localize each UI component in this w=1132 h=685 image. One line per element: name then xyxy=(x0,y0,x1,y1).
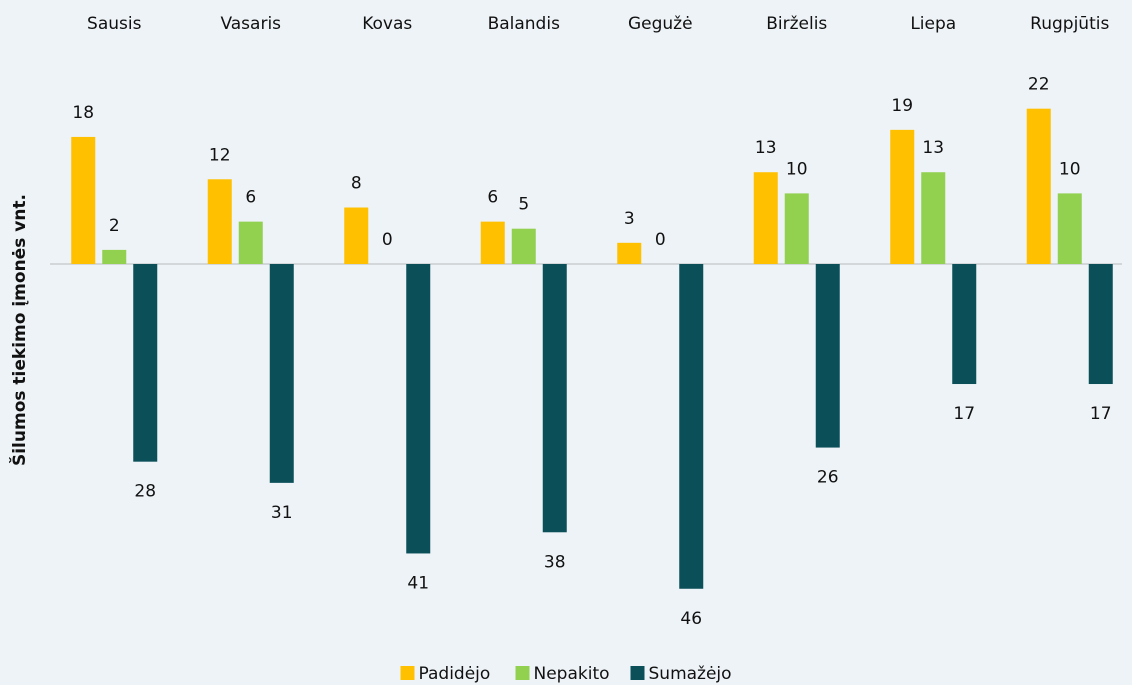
bar xyxy=(406,264,431,554)
data-label: 6 xyxy=(487,188,498,208)
legend-swatch xyxy=(515,666,530,680)
bar xyxy=(617,242,642,264)
bar xyxy=(511,228,536,264)
data-label: 5 xyxy=(518,195,529,215)
data-label: 0 xyxy=(382,230,393,250)
bar xyxy=(890,129,915,264)
x-category-label: Liepa xyxy=(910,14,956,34)
legend-label: Padidėjo xyxy=(419,664,491,684)
bar xyxy=(1088,264,1113,385)
data-label: 17 xyxy=(953,404,975,424)
bar xyxy=(815,264,840,448)
bar xyxy=(269,264,294,483)
data-label: 31 xyxy=(271,503,293,523)
data-label: 18 xyxy=(72,103,94,123)
legend-label: Nepakito xyxy=(534,664,610,684)
bar xyxy=(71,136,96,264)
bar xyxy=(921,172,946,264)
bar xyxy=(238,221,263,264)
bar xyxy=(542,264,567,533)
data-label: 10 xyxy=(786,159,808,179)
data-label: 12 xyxy=(209,145,231,165)
data-label: 41 xyxy=(407,573,429,593)
legend-swatch xyxy=(400,666,415,680)
bar xyxy=(480,221,505,264)
data-label: 38 xyxy=(544,552,566,572)
data-label: 19 xyxy=(891,96,913,116)
x-category-label: Balandis xyxy=(488,14,561,34)
data-label: 2 xyxy=(109,216,120,236)
data-label: 46 xyxy=(680,609,702,629)
legend-swatch xyxy=(630,666,645,680)
bar xyxy=(753,172,778,264)
bar xyxy=(102,249,127,264)
bar xyxy=(1026,108,1051,265)
data-label: 10 xyxy=(1059,159,1081,179)
x-category-label: Birželis xyxy=(766,14,827,34)
y-axis-label: Šilumos tiekimo įmonės vnt. xyxy=(8,194,30,466)
bar xyxy=(784,193,809,264)
data-label: 6 xyxy=(245,188,256,208)
x-category-label: Kovas xyxy=(362,14,412,34)
x-category-label: Sausis xyxy=(87,14,142,34)
data-label: 28 xyxy=(134,482,156,502)
x-category-label: Gegužė xyxy=(628,14,693,34)
data-label: 13 xyxy=(922,138,944,158)
bar xyxy=(952,264,977,385)
bar xyxy=(207,179,232,264)
x-category-label: Rugpjūtis xyxy=(1030,14,1109,34)
x-category-label: Vasaris xyxy=(220,14,281,34)
bar xyxy=(344,207,369,264)
bar xyxy=(133,264,158,462)
legend-label: Sumažėjo xyxy=(649,664,732,684)
data-label: 0 xyxy=(655,230,666,250)
data-label: 17 xyxy=(1090,404,1112,424)
data-label: 22 xyxy=(1028,75,1050,95)
bar xyxy=(1057,193,1082,264)
data-label: 8 xyxy=(351,174,362,194)
data-label: 13 xyxy=(755,138,777,158)
data-label: 3 xyxy=(624,209,635,229)
bar xyxy=(679,264,704,589)
data-label: 26 xyxy=(817,468,839,488)
